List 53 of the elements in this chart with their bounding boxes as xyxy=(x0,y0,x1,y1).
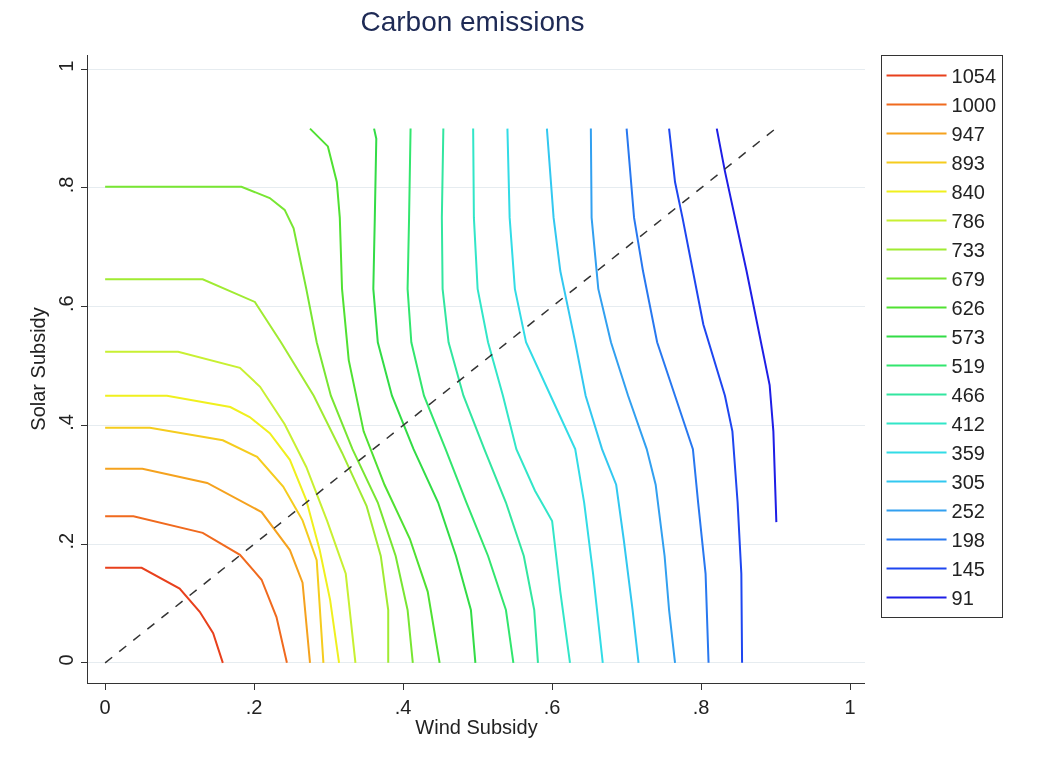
line-series xyxy=(104,278,390,664)
legend-label: 893 xyxy=(951,152,985,175)
y-tick-label: 0 xyxy=(55,654,77,666)
legend-label: 359 xyxy=(951,442,985,465)
line-series xyxy=(104,350,357,664)
line-series xyxy=(440,127,539,664)
x-tick-label: .2 xyxy=(245,696,263,718)
line-series xyxy=(104,185,414,664)
legend-label: 840 xyxy=(951,181,985,204)
line-series xyxy=(104,467,311,664)
legend-label: 198 xyxy=(951,529,985,552)
x-tick-label: .6 xyxy=(543,696,561,718)
legend-label: 1000 xyxy=(951,94,997,117)
legend-label: 626 xyxy=(951,297,985,320)
legend-label: 573 xyxy=(951,326,985,349)
legend-label: 305 xyxy=(951,471,985,494)
line-series xyxy=(104,426,325,664)
legend-label: 679 xyxy=(951,268,985,291)
legend-label: 91 xyxy=(951,587,974,610)
y-tick-label: 1 xyxy=(55,60,77,72)
line-series xyxy=(506,127,604,664)
y-tick-label: .6 xyxy=(55,295,77,313)
legend-label: 145 xyxy=(951,558,985,581)
y-tick-label: .8 xyxy=(55,176,77,194)
x-tick-label: 1 xyxy=(844,696,856,718)
legend-label: 252 xyxy=(951,500,985,523)
line-series xyxy=(406,127,515,664)
line-series xyxy=(625,127,710,664)
y-tick-label: .2 xyxy=(55,532,77,550)
legend-label: 412 xyxy=(951,413,985,436)
line-series xyxy=(104,515,288,664)
line-series xyxy=(104,566,224,664)
x-tick-label: 0 xyxy=(99,696,111,718)
legend-label: 519 xyxy=(951,355,985,378)
line-series xyxy=(472,127,571,664)
line-series xyxy=(104,394,341,664)
legend-label: 733 xyxy=(951,239,985,262)
y-tick-label: .4 xyxy=(55,414,77,431)
y-axis-title: Solar Subsidy xyxy=(26,307,49,431)
legend-label: 466 xyxy=(951,384,985,407)
line-series xyxy=(668,127,744,664)
x-axis-title: Wind Subsidy xyxy=(415,715,538,738)
legend-label: 1054 xyxy=(951,65,997,88)
line-series xyxy=(589,127,677,664)
x-tick-label: .4 xyxy=(394,696,412,718)
line-series xyxy=(309,127,441,664)
legend-label: 947 xyxy=(951,123,985,146)
legend-label: 786 xyxy=(951,210,985,233)
line-series xyxy=(545,127,640,664)
line-series xyxy=(372,127,477,664)
x-tick-label: .8 xyxy=(692,696,710,718)
line-series xyxy=(715,127,778,524)
chart-title: Carbon emissions xyxy=(360,6,585,38)
